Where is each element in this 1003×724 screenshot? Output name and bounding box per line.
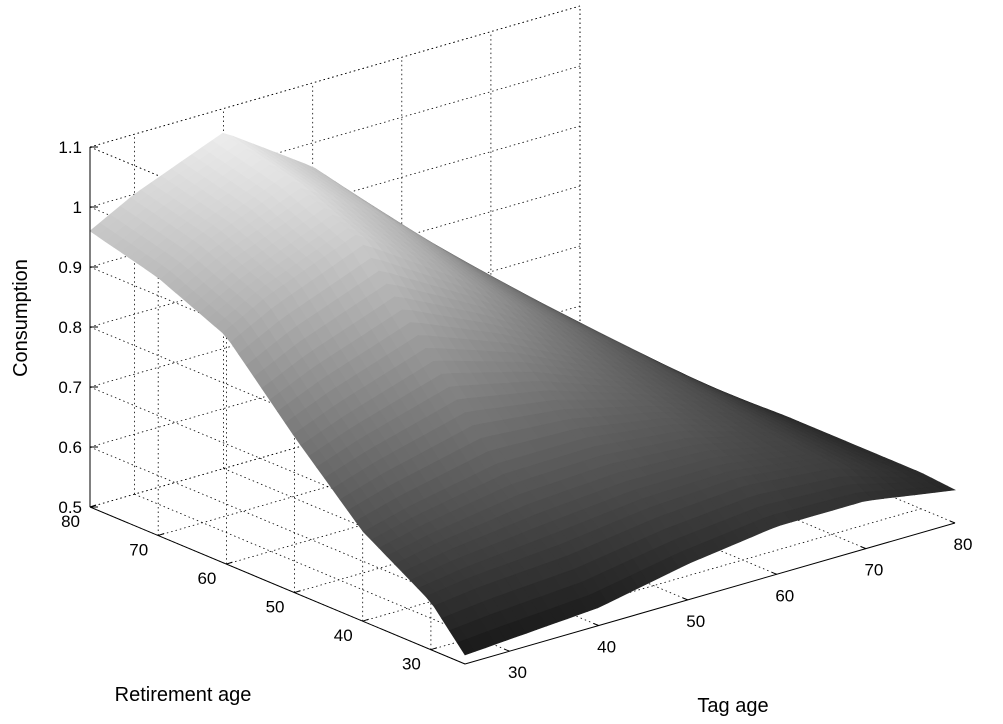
x-axis-line: [464, 522, 956, 665]
x-tick-label: 60: [775, 586, 794, 605]
z-tick-label: 0.8: [58, 318, 82, 337]
x-tick-label: 50: [686, 612, 705, 631]
y-tick-mark: [294, 590, 301, 594]
x-tick-label: 30: [508, 663, 527, 682]
z-tick-label: 0.9: [58, 258, 82, 277]
tick-labels: 3040506070803040506070800.50.60.70.80.91…: [58, 138, 972, 682]
y-tick-label: 30: [402, 655, 421, 674]
x-axis-label: Tag age: [697, 695, 768, 717]
y-tick-mark: [158, 533, 165, 536]
grid-line: [89, 5, 581, 148]
y-tick-label: 50: [266, 598, 285, 617]
x-tick-label: 80: [954, 535, 973, 554]
x-tick-mark: [593, 623, 599, 626]
y-axis-label: Retirement age: [115, 684, 252, 706]
grid-line: [89, 446, 466, 605]
x-tick-label: 40: [597, 638, 616, 657]
y-tick-label: 70: [129, 541, 148, 560]
x-tick-label: 70: [864, 561, 883, 580]
y-tick-mark: [430, 647, 438, 651]
z-tick-label: 1: [73, 198, 82, 217]
x-tick-mark: [860, 546, 867, 550]
z-tick-label: 1.1: [58, 138, 82, 157]
x-tick-mark: [504, 648, 510, 652]
y-tick-label: 40: [334, 626, 353, 645]
surface-patch: [935, 485, 957, 492]
axes: [89, 146, 956, 665]
y-tick-mark: [226, 561, 233, 565]
x-tick-mark: [682, 597, 688, 601]
y-axis-line: [89, 506, 466, 665]
z-axis-label: Consumption: [10, 259, 32, 377]
y-tick-label: 60: [197, 569, 216, 588]
y-tick-label: 80: [61, 512, 80, 531]
x-tick-mark: [949, 520, 956, 524]
x-tick-mark: [771, 571, 777, 575]
z-tick-label: 0.7: [58, 378, 82, 397]
y-tick-mark: [362, 618, 369, 622]
consumption-surface: [89, 132, 957, 656]
z-tick-label: 0.6: [58, 438, 82, 457]
z-tick-label: 0.5: [58, 498, 82, 517]
